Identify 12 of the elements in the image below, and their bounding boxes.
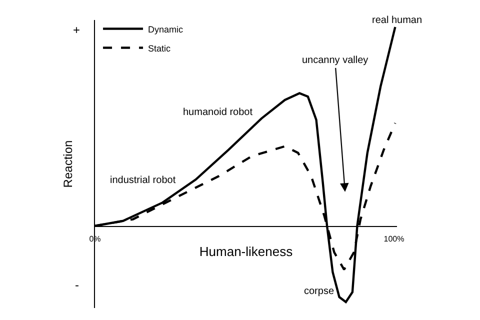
x-tick-label: 100% (384, 234, 404, 244)
legend-label: Dynamic (148, 24, 184, 34)
text: + (73, 23, 80, 37)
text: - (75, 278, 79, 292)
legend-label: Static (148, 43, 172, 54)
annotation: uncanny valley (302, 55, 368, 66)
y-axis-title: Reaction (61, 140, 76, 188)
annotation: industrial robot (110, 175, 176, 186)
text: real human (372, 15, 422, 26)
annotation: humanoid robot (183, 107, 253, 118)
x-axis-title: Human-likeness (199, 244, 294, 260)
annotation: corpse (304, 286, 334, 297)
